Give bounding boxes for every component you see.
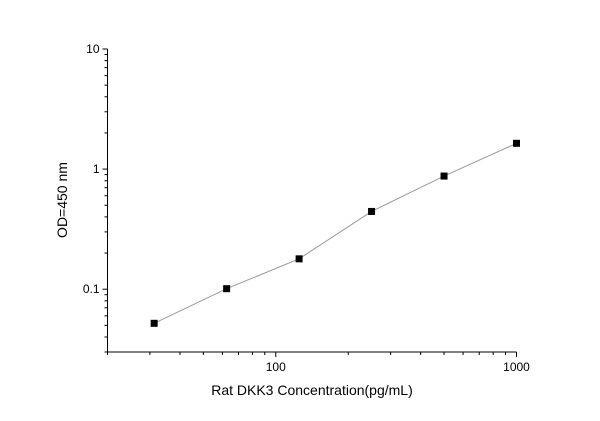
data-point xyxy=(223,285,231,293)
data-point xyxy=(513,139,520,147)
x-axis-label: Rat DKK3 Concentration(pg/mL) xyxy=(211,382,413,398)
x-tick-label: 1000 xyxy=(503,360,530,374)
data-point xyxy=(368,207,376,215)
y-tick-label: 0.1 xyxy=(83,282,100,296)
data-point xyxy=(150,319,158,327)
y-tick-label: 10 xyxy=(86,42,100,56)
y-axis-label: OD=450 nm xyxy=(54,162,70,238)
x-tick-label: 100 xyxy=(266,360,286,374)
series xyxy=(150,139,520,327)
y-tick-label: 1 xyxy=(93,162,100,176)
axes: 100 1000 0.1 1 10 xyxy=(83,42,530,374)
data-point xyxy=(295,255,303,263)
series-line xyxy=(153,142,517,324)
data-point xyxy=(440,172,448,180)
